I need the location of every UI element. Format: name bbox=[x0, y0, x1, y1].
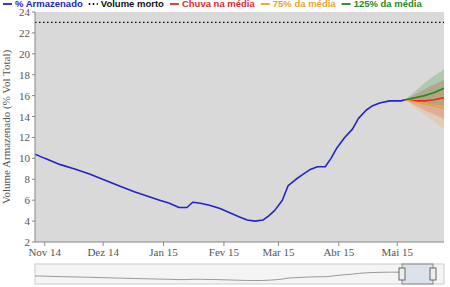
navigator-line bbox=[35, 272, 405, 280]
legend-label: Chuva na média bbox=[182, 0, 256, 9]
x-tick-label: Dez 14 bbox=[87, 246, 119, 258]
y-tick-label: 10 bbox=[19, 152, 31, 164]
legend-symbol bbox=[3, 3, 12, 5]
legend-symbol bbox=[170, 3, 179, 5]
y-tick-label: 16 bbox=[19, 90, 31, 102]
x-axis-line bbox=[35, 242, 444, 243]
x-tick-label: Mai 15 bbox=[382, 246, 414, 258]
navigator-handle[interactable] bbox=[430, 268, 436, 280]
y-tick-label: 8 bbox=[25, 173, 31, 185]
plot-background bbox=[35, 12, 444, 242]
legend-label: Volume morto bbox=[101, 0, 164, 9]
y-tick-label: 20 bbox=[19, 48, 31, 60]
legend-label: 125% da média bbox=[354, 0, 423, 9]
x-tick-label: Abr 15 bbox=[323, 246, 354, 258]
navigator-handle[interactable] bbox=[399, 268, 405, 280]
legend-symbol bbox=[261, 3, 270, 5]
y-axis-line bbox=[35, 12, 36, 242]
series-line bbox=[405, 100, 444, 108]
x-tick-label: Nov 14 bbox=[28, 246, 61, 258]
x-tick-label: Jan 15 bbox=[149, 246, 178, 258]
y-tick-label: 4 bbox=[25, 215, 31, 227]
x-tick-label: Fev 15 bbox=[209, 246, 240, 258]
legend-symbol bbox=[89, 3, 98, 5]
legend-label: % Armazenado bbox=[15, 0, 83, 9]
navigator bbox=[35, 264, 444, 284]
series-line bbox=[405, 88, 444, 100]
legend-label: 75% da média bbox=[273, 0, 337, 9]
plot-area bbox=[35, 22, 444, 221]
y-tick-label: 6 bbox=[25, 194, 31, 206]
series-line bbox=[35, 22, 444, 23]
y-tick-label: 18 bbox=[19, 69, 31, 81]
navigator-window[interactable] bbox=[402, 264, 433, 284]
series-line bbox=[35, 100, 405, 221]
y-tick-label: 12 bbox=[19, 131, 30, 143]
legend-symbol bbox=[342, 3, 351, 5]
y-axis-title: Volume Armazenado (% Vol Total) bbox=[0, 50, 13, 205]
x-tick-label: Mar 15 bbox=[262, 246, 295, 258]
y-tick-label: 14 bbox=[19, 111, 31, 123]
y-tick-label: 22 bbox=[19, 27, 30, 39]
chart: 24681012141618202224Nov 14Dez 14Jan 15Fe… bbox=[0, 0, 450, 287]
